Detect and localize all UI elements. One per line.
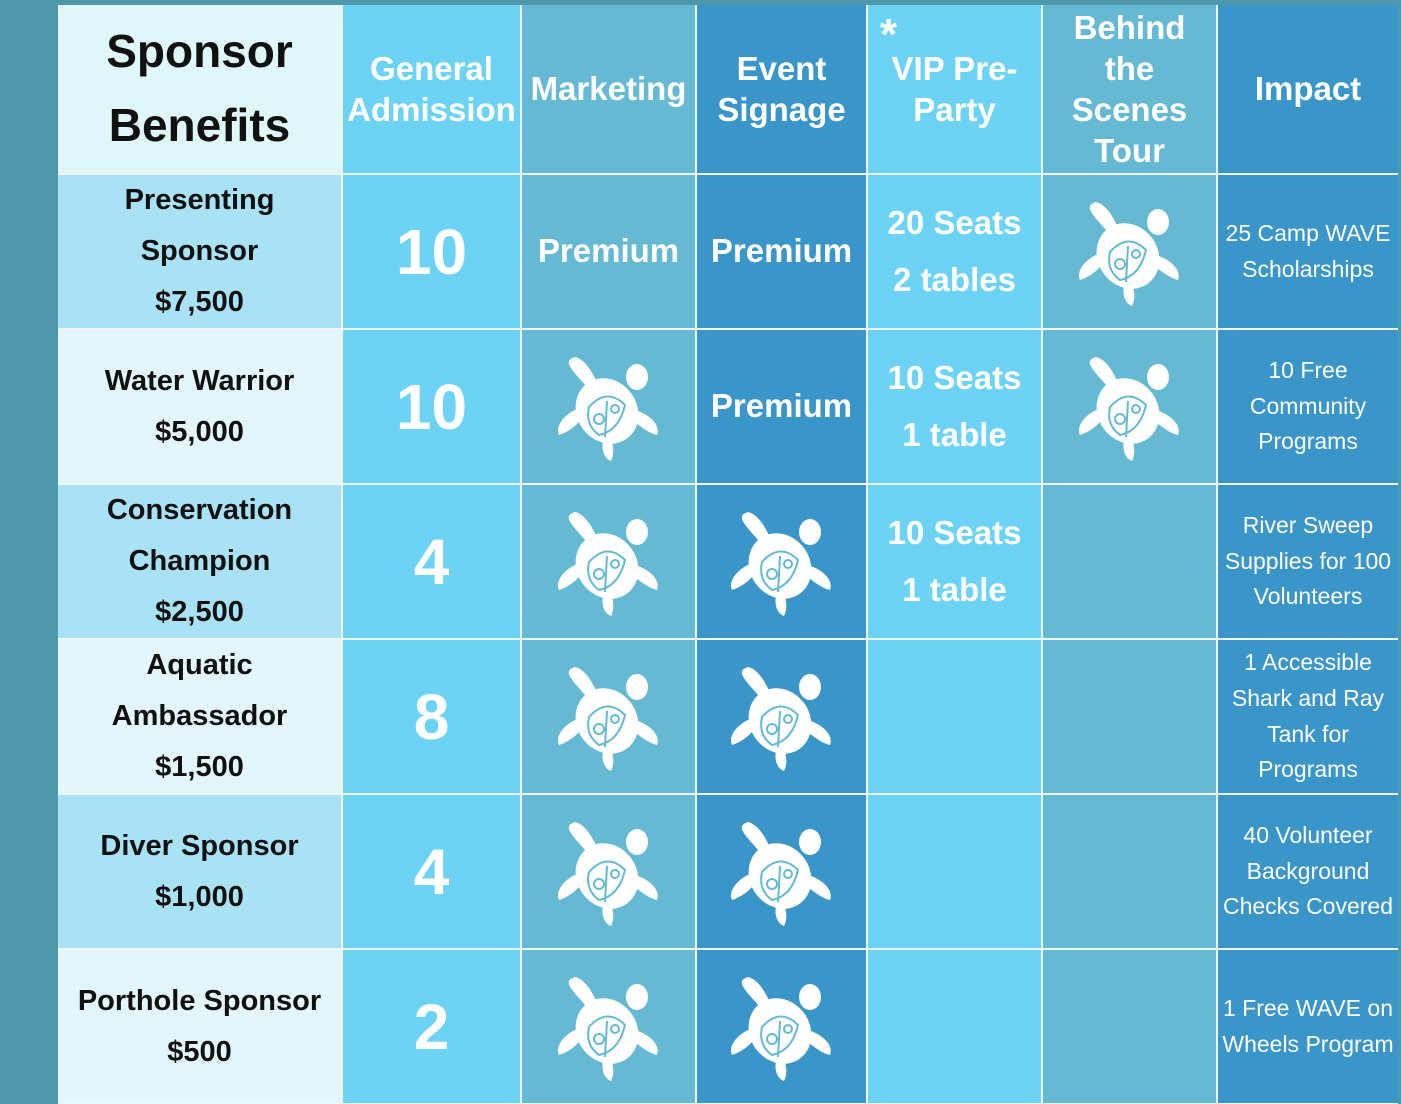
tier-price: $1,500	[155, 750, 244, 783]
column-header: Impact	[1218, 5, 1398, 173]
impact: 1 Accessible Shark and Ray Tank for Prog…	[1218, 640, 1398, 793]
tour-cell	[1043, 795, 1216, 948]
turtle-icon	[1070, 347, 1190, 467]
turtle-icon	[549, 502, 669, 622]
signage	[697, 795, 866, 948]
tour-cell	[1043, 640, 1216, 793]
signage	[697, 485, 866, 638]
impact: River Sweep Supplies for 100 Volunteers	[1218, 485, 1398, 638]
impact: 1 Free WAVE on Wheels Program	[1218, 950, 1398, 1103]
admission: 8	[343, 640, 520, 793]
turtle-icon	[549, 812, 669, 932]
tier-name: Diver Sponsor	[100, 829, 299, 862]
vip-cell	[868, 640, 1041, 793]
tier-cell: Aquatic Ambassador $1,500	[58, 640, 341, 793]
tier-price: $500	[167, 1035, 232, 1068]
turtle-icon	[549, 657, 669, 777]
column-header: VIP Pre-Party	[891, 49, 1018, 128]
admission: 10	[343, 330, 520, 483]
admission: 2	[343, 950, 520, 1103]
vip-text: 1 table	[902, 415, 1007, 453]
admission: 4	[343, 795, 520, 948]
vip-text: 10 Seats	[887, 359, 1022, 397]
marketing: Premium	[522, 175, 695, 328]
turtle-icon	[549, 347, 669, 467]
marketing	[522, 640, 695, 793]
marketing	[522, 795, 695, 948]
vip-cell	[868, 950, 1041, 1103]
column-header: Marketing	[522, 5, 695, 173]
tour-cell	[1043, 485, 1216, 638]
signage	[697, 640, 866, 793]
tier-name: Aquatic Ambassador	[111, 649, 288, 733]
tier-name: Conservation Champion	[106, 494, 293, 578]
turtle-icon	[722, 967, 842, 1087]
turtle-icon	[549, 967, 669, 1087]
column-header: Event Signage	[697, 5, 866, 173]
vip-cell: 10 Seats 1 table	[868, 485, 1041, 638]
table-title: Sponsor Benefits	[58, 5, 341, 173]
marketing	[522, 485, 695, 638]
column-header: Behind the Scenes Tour	[1043, 5, 1216, 173]
signage	[697, 950, 866, 1103]
marketing	[522, 330, 695, 483]
vip-cell: 10 Seats 1 table	[868, 330, 1041, 483]
tour-cell	[1043, 175, 1216, 328]
vip-text: 2 tables	[893, 260, 1016, 298]
tier-cell: Conservation Champion $2,500	[58, 485, 341, 638]
turtle-icon	[1070, 192, 1190, 312]
column-header-cell: * VIP Pre-Party	[868, 5, 1041, 173]
vip-cell: 20 Seats 2 tables	[868, 175, 1041, 328]
tier-name: Water Warrior	[104, 364, 295, 397]
vip-text: 20 Seats	[887, 204, 1022, 242]
tier-price: $2,500	[155, 595, 244, 628]
turtle-icon	[722, 812, 842, 932]
vip-text: 10 Seats	[887, 514, 1022, 552]
vip-cell	[868, 795, 1041, 948]
benefits-table: Sponsor Benefits General Admission Marke…	[58, 5, 1398, 1104]
tour-cell	[1043, 950, 1216, 1103]
impact: 40 Volunteer Background Checks Covered	[1218, 795, 1398, 948]
admission: 4	[343, 485, 520, 638]
tier-cell: Porthole Sponsor $500	[58, 950, 341, 1103]
tier-name: Porthole Sponsor	[77, 984, 322, 1017]
impact: 25 Camp WAVE Scholarships	[1218, 175, 1398, 328]
tier-name: Presenting Sponsor	[124, 184, 275, 268]
signage: Premium	[697, 330, 866, 483]
tier-cell: Water Warrior $5,000	[58, 330, 341, 483]
tier-cell: Presenting Sponsor $7,500	[58, 175, 341, 328]
tour-cell	[1043, 330, 1216, 483]
vip-text: 1 table	[902, 570, 1007, 608]
column-header: General Admission	[343, 5, 520, 173]
tier-price: $5,000	[155, 415, 244, 448]
tier-price: $1,000	[155, 880, 244, 913]
vip-mark: *	[880, 10, 898, 59]
impact: 10 Free Community Programs	[1218, 330, 1398, 483]
tier-cell: Diver Sponsor $1,000	[58, 795, 341, 948]
turtle-icon	[722, 657, 842, 777]
marketing	[522, 950, 695, 1103]
signage: Premium	[697, 175, 866, 328]
tier-price: $7,500	[155, 285, 244, 318]
admission: 10	[343, 175, 520, 328]
turtle-icon	[722, 502, 842, 622]
